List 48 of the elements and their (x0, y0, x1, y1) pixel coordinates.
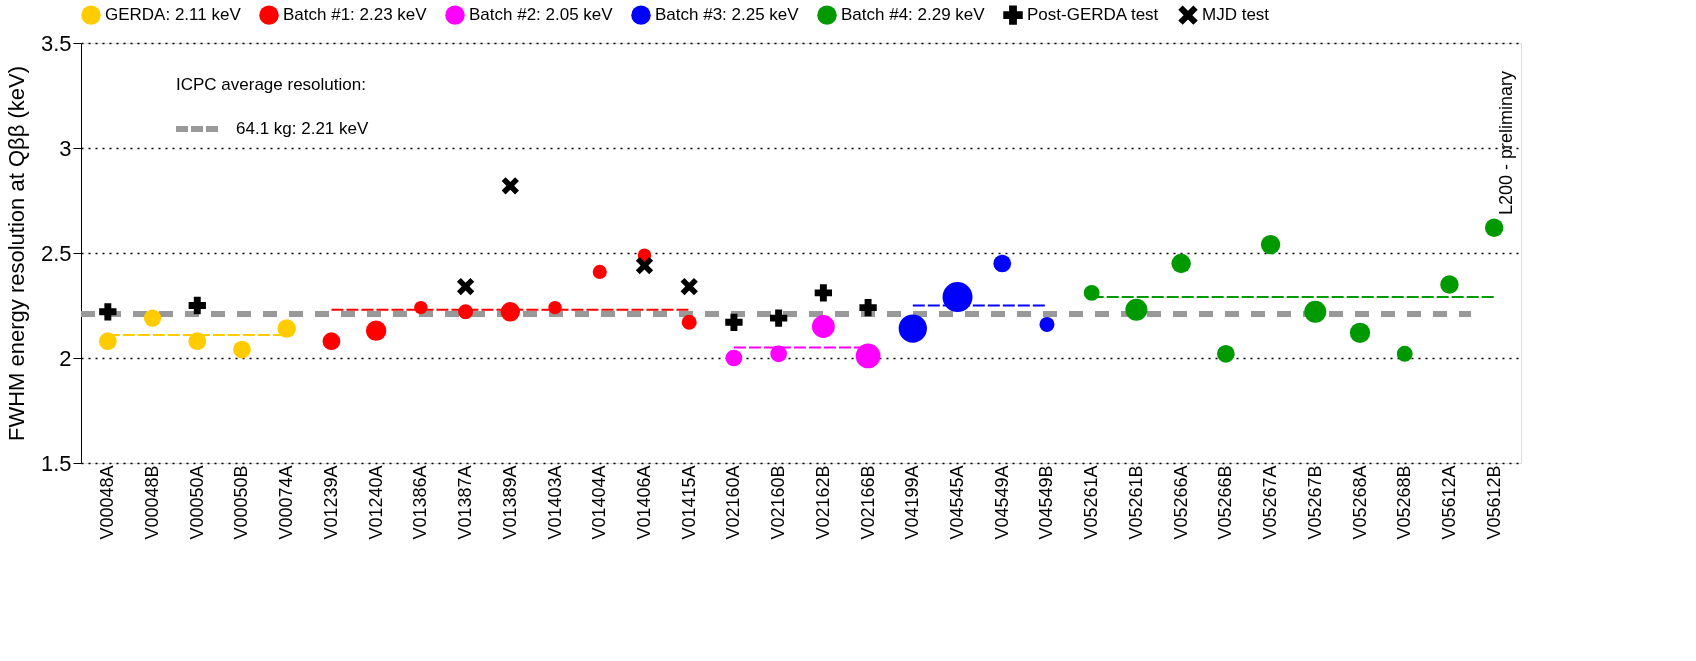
y-tick-label: 3 (59, 135, 72, 161)
x-tick-label: V00050A (186, 465, 207, 540)
x-tick-label: V05266B (1215, 465, 1236, 540)
x-tick-label: V05612B (1483, 465, 1504, 540)
y-tick-label: 2 (59, 345, 72, 371)
x-tick-label: V04545A (947, 465, 968, 540)
x-tick-label: V02160A (723, 465, 744, 540)
x-tick-label: V05268B (1394, 465, 1415, 540)
x-tick-label: V01386A (410, 465, 431, 540)
x-tick-label: V04199A (902, 465, 923, 540)
x-tick-label: V00048B (142, 465, 163, 540)
x-tick-label: V02166B (857, 465, 878, 540)
y-tick-label: 3.5 (40, 30, 72, 56)
x-tick-label: V05267A (1260, 465, 1281, 540)
x-tick-label: V01404A (589, 465, 610, 540)
x-tick-label: V00074A (276, 465, 297, 540)
x-tick-label: V04549B (1036, 465, 1057, 540)
legend-label: Batch #2: 2.05 keV (469, 5, 614, 25)
x-tick-label: V04549A (991, 465, 1012, 540)
y-tick-label: 1.5 (40, 450, 72, 476)
legend-label: MJD test (1202, 5, 1270, 25)
x-tick-label: V00050B (231, 465, 252, 540)
annotation: ICPC average resolution: (176, 75, 366, 94)
x-tick-label: V01415A (678, 465, 699, 540)
legend-label: Batch #1: 2.23 keV (283, 5, 428, 25)
x-tick-label: V05266A (1170, 465, 1191, 540)
x-tick-label: V02160B (768, 465, 789, 540)
annotation: L200 - preliminary (1496, 70, 1516, 216)
x-tick-label: V01406A (633, 465, 654, 540)
x-tick-label: V01389A (499, 465, 520, 540)
y-tick-label: 2.5 (40, 240, 72, 266)
x-tick-label: V01387A (455, 465, 476, 540)
x-tick-label: V01403A (544, 465, 565, 540)
x-tick-label: V01240A (365, 465, 386, 540)
legend-label: Batch #4: 2.29 keV (841, 5, 986, 25)
y-axis-title: FWHM energy resolution at Qββ (keV) (3, 66, 29, 441)
x-tick-label: V05261B (1125, 465, 1146, 540)
legend-label: Batch #3: 2.25 keV (655, 5, 800, 25)
x-tick-label: V02162B (812, 465, 833, 540)
legend-label: Post-GERDA test (1027, 5, 1159, 25)
legend-label: 64.1 kg: 2.21 keV (236, 119, 369, 138)
x-tick-label: V05261A (1081, 465, 1102, 540)
x-tick-label: V05612A (1438, 465, 1459, 540)
x-tick-label: V00048A (97, 465, 118, 540)
x-tick-label: V05267B (1304, 465, 1325, 540)
x-tick-label: V05268A (1349, 465, 1370, 540)
x-tick-label: V01239A (320, 465, 341, 540)
legend-label: GERDA: 2.11 keV (105, 5, 242, 25)
